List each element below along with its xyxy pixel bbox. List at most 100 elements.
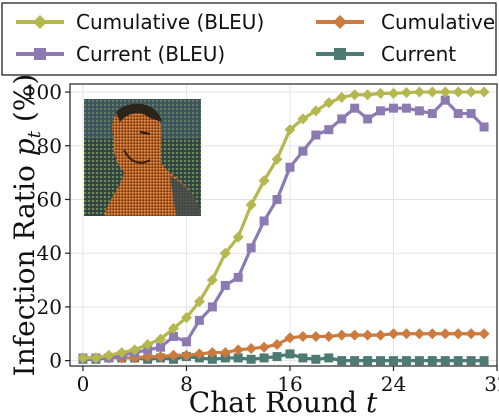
data-point-cumulative [284, 332, 296, 344]
data-point-cumulative-bleu [142, 339, 154, 351]
legend-entry-cumulative: Cumulative [316, 10, 495, 34]
data-point-current-bleu [427, 109, 437, 119]
legend: Cumulative (BLEU) Current (BLEU) Cumulat… [1, 2, 497, 76]
y-tick-label: 80 [37, 134, 62, 158]
legend-label-cumulative: Cumulative [381, 10, 495, 34]
data-point-current-bleu [479, 122, 489, 132]
data-point-cumulative [155, 351, 167, 363]
data-point-current-bleu [246, 243, 256, 253]
data-point-current [376, 356, 386, 366]
data-point-current-bleu [181, 337, 191, 347]
data-point-current [337, 356, 347, 366]
data-point-current-bleu [156, 342, 166, 352]
data-point-cumulative [232, 344, 244, 356]
legend-frame [1, 2, 497, 76]
data-point-cumulative [452, 328, 464, 340]
data-point-current [479, 356, 489, 366]
data-point-cumulative [413, 328, 425, 340]
data-point-cumulative-bleu [362, 89, 374, 101]
data-point-current-bleu [169, 331, 179, 341]
data-point-current-bleu [298, 146, 308, 156]
data-point-cumulative [426, 328, 438, 340]
data-point-cumulative-bleu [310, 105, 322, 117]
data-point-current [401, 356, 411, 366]
data-point-cumulative-bleu [323, 97, 335, 109]
data-point-current-bleu [337, 114, 347, 124]
data-point-cumulative [193, 348, 205, 360]
x-tick-label: 0 [77, 372, 90, 396]
legend-marker-cumulative [333, 15, 347, 29]
data-point-cumulative-bleu [245, 199, 257, 211]
y-axis-label: Infection Ratio pt (%) [8, 74, 45, 377]
data-point-cumulative-bleu [452, 86, 464, 98]
series-current-bleu [78, 95, 489, 363]
inset-portrait-image [84, 99, 201, 216]
data-point-cumulative-bleu [232, 231, 244, 243]
legend-label-current: Current [381, 42, 456, 66]
data-point-cumulative-bleu [77, 352, 89, 364]
legend-entry-current-bleu: Current (BLEU) [16, 42, 225, 66]
data-point-current [272, 352, 282, 362]
x-axis-label-var: t [366, 386, 378, 419]
y-axis-label-sub: t [24, 130, 45, 138]
data-point-cumulative [206, 347, 218, 359]
data-point-cumulative-bleu [413, 86, 425, 98]
legend-marker-current [334, 48, 346, 60]
data-point-cumulative [219, 347, 231, 359]
y-axis-label-unit: (%) [8, 74, 41, 122]
data-point-cumulative [180, 349, 192, 361]
x-tick-label: 24 [381, 372, 406, 396]
data-point-current-bleu [466, 109, 476, 119]
data-point-current [350, 356, 360, 366]
legend-label-current-bleu: Current (BLEU) [76, 42, 225, 66]
data-point-cumulative-bleu [193, 296, 205, 308]
data-point-current-bleu [440, 95, 450, 105]
y-axis-label-var: p [8, 138, 41, 156]
data-point-cumulative-bleu [129, 344, 141, 356]
axis-ticks: 0 8 16 24 32 0 20 40 60 80 100 [24, 80, 499, 396]
y-axis-label-text: Infection Ratio [8, 165, 41, 376]
data-point-cumulative-bleu [387, 87, 399, 99]
data-point-cumulative-bleu [116, 347, 128, 359]
data-point-cumulative-bleu [336, 91, 348, 103]
data-point-current [324, 353, 334, 363]
data-point-current [298, 353, 308, 363]
x-tick-label: 32 [484, 372, 499, 396]
data-point-current [466, 356, 476, 366]
data-point-cumulative-bleu [426, 86, 438, 98]
x-axis-label-text: Chat Round [189, 386, 357, 419]
data-point-cumulative [478, 328, 490, 340]
data-point-current-bleu [401, 103, 411, 113]
x-tick-label: 16 [277, 372, 302, 396]
data-point-current-bleu [311, 130, 321, 140]
legend-marker-cumulative-bleu [33, 15, 47, 29]
data-point-current-bleu [285, 162, 295, 172]
data-point-cumulative-bleu [271, 153, 283, 165]
data-point-current-bleu [376, 106, 386, 116]
data-point-cumulative [362, 329, 374, 341]
data-point-cumulative [439, 328, 451, 340]
y-tick-label: 20 [37, 295, 62, 319]
data-point-current [285, 349, 295, 359]
y-tick-label: 60 [37, 187, 62, 211]
series-cumulative [77, 328, 490, 364]
legend-label-cumulative-bleu: Cumulative (BLEU) [76, 10, 264, 34]
data-point-current [414, 356, 424, 366]
y-tick-label: 40 [37, 241, 62, 265]
data-point-cumulative-bleu [400, 87, 412, 99]
data-point-current [427, 356, 437, 366]
data-point-cumulative-bleu [168, 322, 180, 334]
x-tick-label: 8 [180, 372, 193, 396]
data-point-cumulative [310, 330, 322, 342]
data-point-cumulative-bleu [478, 86, 490, 98]
data-point-current [453, 356, 463, 366]
y-tick-label: 100 [24, 80, 62, 104]
data-point-cumulative-bleu [155, 333, 167, 345]
data-point-cumulative-bleu [90, 352, 102, 364]
data-point-current [311, 354, 321, 364]
data-point-cumulative [258, 341, 270, 353]
data-point-current [440, 356, 450, 366]
data-point-current [363, 356, 373, 366]
data-point-cumulative-bleu [219, 247, 231, 259]
data-point-current-bleu [220, 280, 230, 290]
